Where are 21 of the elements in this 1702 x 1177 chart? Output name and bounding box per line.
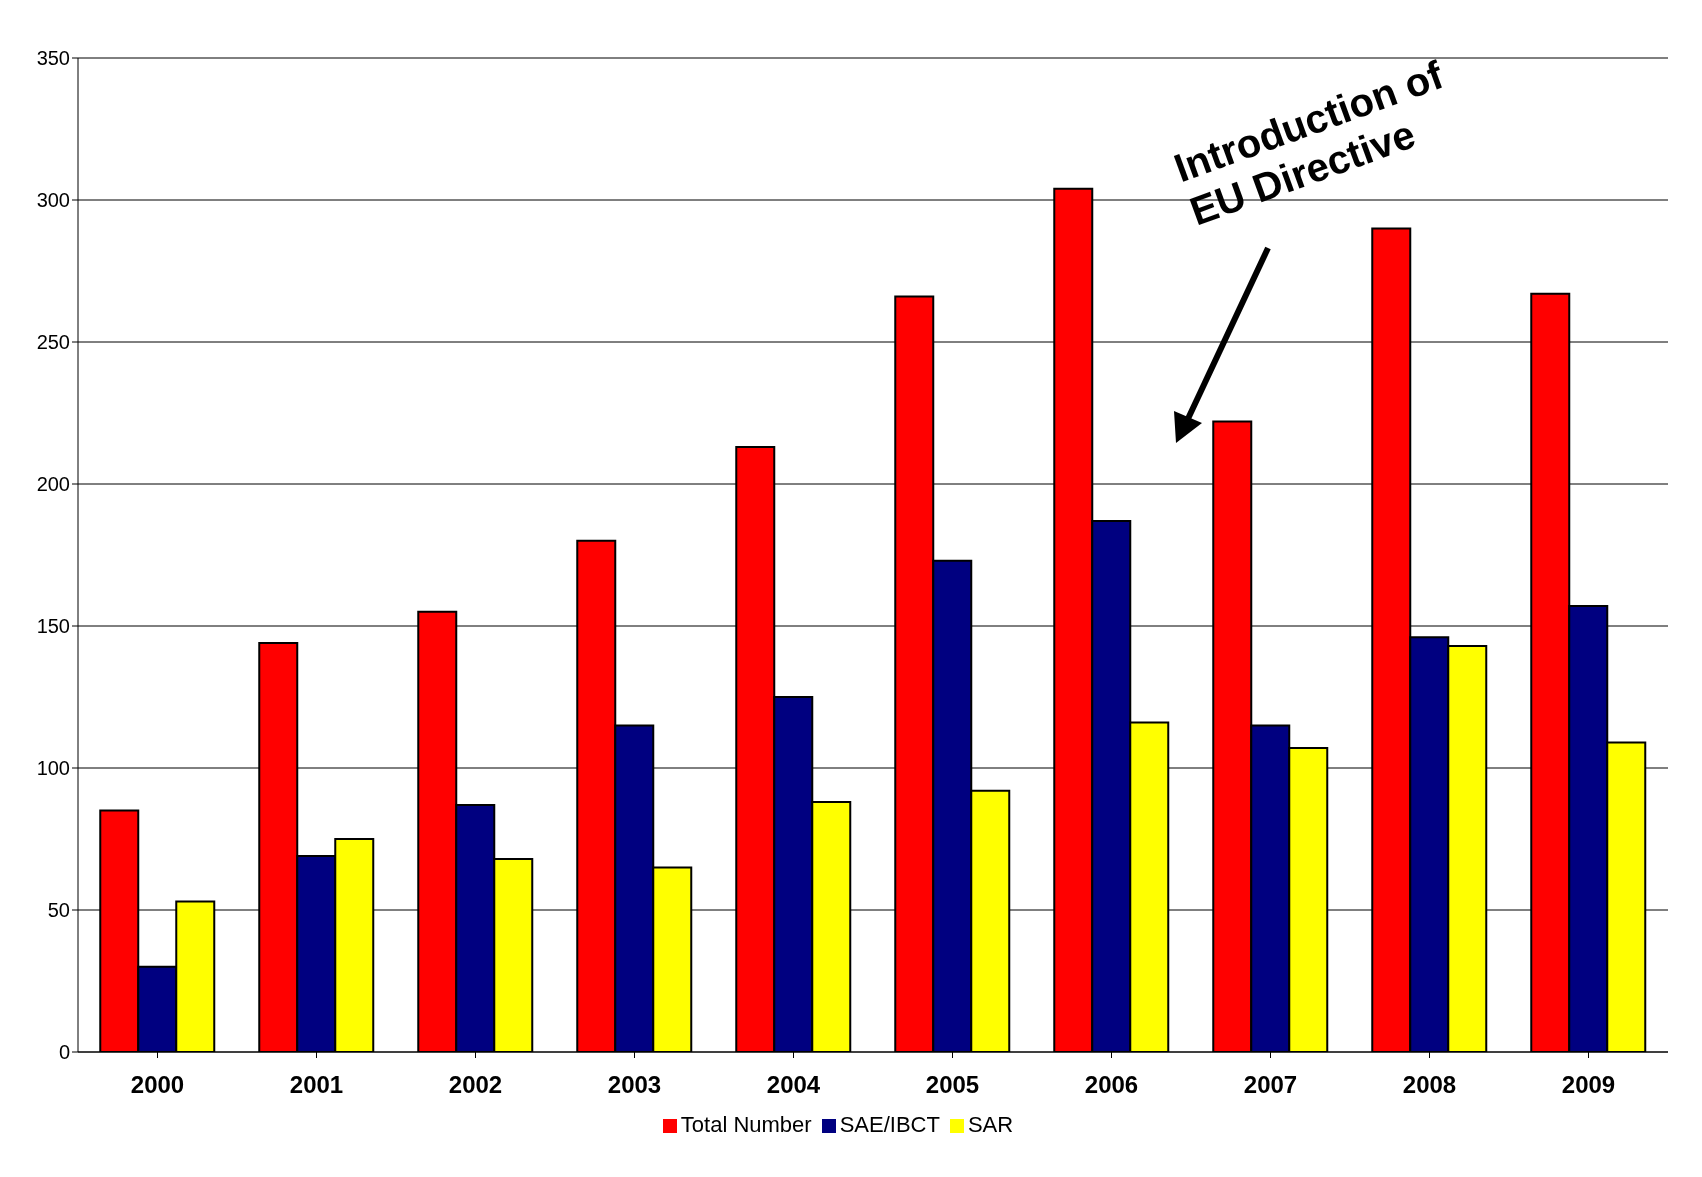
y-tick-label: 150 [36, 615, 70, 638]
x-tick-label: 2007 [1243, 1071, 1298, 1099]
x-tick-label: 2006 [1084, 1071, 1139, 1099]
x-tick-label: 2002 [448, 1071, 503, 1099]
x-tick-label: 2000 [130, 1071, 185, 1099]
x-tick-label: 2005 [925, 1071, 980, 1099]
y-tick-label: 350 [36, 47, 70, 70]
y-tick-label: 0 [58, 1041, 70, 1064]
y-tick-label: 50 [47, 899, 70, 922]
y-tick-label: 250 [36, 331, 70, 354]
y-tick-label: 300 [36, 189, 70, 212]
x-tick-label: 2004 [766, 1071, 821, 1099]
legend-label: SAE/IBCT [839, 1112, 940, 1137]
x-tick-label: 2008 [1402, 1071, 1457, 1099]
legend-label: SAR [967, 1112, 1014, 1137]
y-tick-label: 100 [36, 757, 70, 780]
y-tick-label: 200 [36, 473, 70, 496]
x-tick-label: 2003 [607, 1071, 662, 1099]
x-tick-label: 2009 [1561, 1071, 1616, 1099]
legend-label: Total Number [680, 1112, 812, 1137]
x-tick-label: 2001 [289, 1071, 344, 1099]
